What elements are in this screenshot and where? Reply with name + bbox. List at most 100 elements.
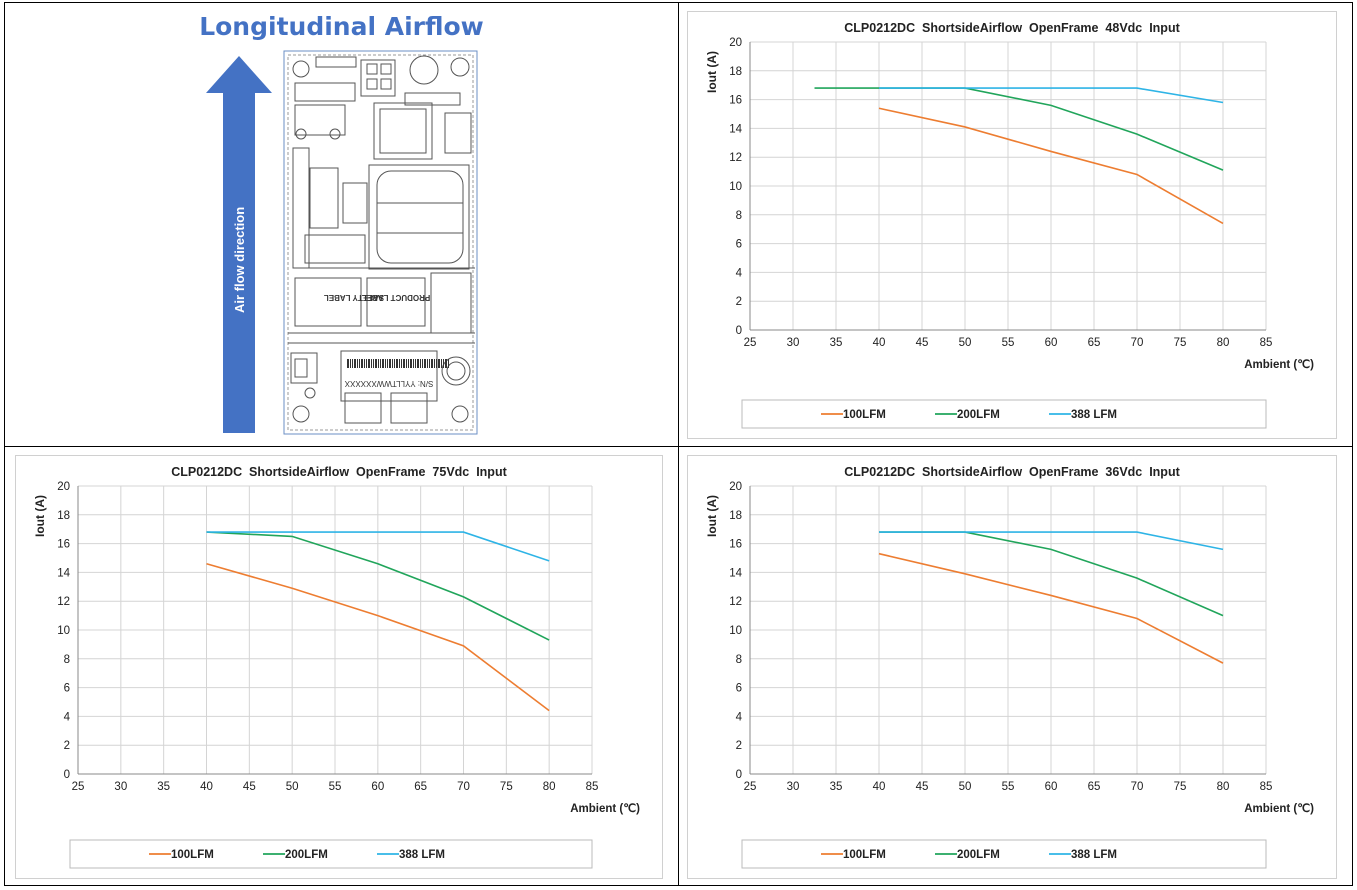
x-tick-label: 85 — [586, 781, 599, 793]
y-tick-label: 18 — [57, 510, 70, 522]
series-line-388lfm — [206, 531, 550, 562]
chart-title: CLP0212DC ShortsideAirflow OpenFrame 75V… — [171, 465, 507, 479]
pcb-board-drawing — [283, 50, 478, 435]
chart-title: CLP0212DC ShortsideAirflow OpenFrame 36V… — [844, 465, 1180, 479]
x-tick-label: 65 — [1088, 781, 1101, 793]
chart-cell-36v: CLP0212DC ShortsideAirflow OpenFrame 36V… — [678, 446, 1353, 886]
y-tick-label: 8 — [64, 654, 70, 666]
x-tick-label: 30 — [787, 337, 800, 349]
x-axis-label: Ambient (℃) — [1244, 358, 1314, 371]
y-tick-label: 4 — [736, 711, 743, 723]
x-tick-label: 75 — [1174, 781, 1187, 793]
x-tick-label: 35 — [830, 781, 843, 793]
barcode-icon — [347, 359, 449, 368]
product-label-text: PRODUCT LABEL — [362, 293, 431, 302]
legend-box — [69, 839, 593, 869]
y-tick-label: 20 — [729, 481, 742, 493]
x-tick-label: 55 — [329, 781, 342, 793]
x-tick-label: 60 — [1045, 337, 1058, 349]
y-axis-label: Iout (A) — [705, 495, 719, 537]
x-axis-label: Ambient (℃) — [570, 802, 640, 815]
x-tick-label: 30 — [114, 781, 127, 793]
y-axis-label: Iout (A) — [705, 51, 719, 93]
figure-grid: Longitudinal Airflow Air flow direction — [4, 2, 1353, 886]
legend-box — [741, 839, 1267, 869]
x-tick-label: 40 — [873, 781, 886, 793]
y-tick-label: 20 — [729, 37, 742, 49]
x-tick-label: 45 — [916, 337, 929, 349]
serial-label-text: S/N: YYLLTWWXXXXXX — [344, 379, 433, 388]
y-tick-label: 6 — [64, 683, 70, 695]
x-tick-label: 65 — [414, 781, 427, 793]
y-tick-label: 8 — [736, 654, 742, 666]
y-tick-label: 10 — [729, 625, 742, 637]
y-tick-label: 2 — [64, 740, 70, 752]
airflow-panel: Longitudinal Airflow Air flow direction — [4, 2, 679, 447]
y-tick-label: 14 — [729, 567, 742, 579]
legend-label: 100LFM — [171, 849, 214, 861]
y-tick-label: 18 — [729, 510, 742, 522]
safety-label-text: SAFETY LABEL — [324, 293, 384, 302]
y-axis-label: Iout (A) — [33, 495, 47, 537]
x-tick-label: 30 — [787, 781, 800, 793]
series-line-100lfm — [878, 107, 1224, 225]
y-tick-label: 4 — [64, 711, 71, 723]
x-tick-label: 70 — [1131, 337, 1144, 349]
legend-label: 388 LFM — [1071, 849, 1117, 861]
x-tick-label: 50 — [286, 781, 299, 793]
y-tick-label: 6 — [736, 683, 742, 695]
series-line-200lfm — [206, 531, 550, 641]
series-line-200lfm — [814, 87, 1224, 171]
x-tick-label: 55 — [1002, 337, 1015, 349]
y-tick-label: 8 — [736, 210, 742, 222]
x-tick-label: 80 — [543, 781, 556, 793]
y-tick-label: 18 — [729, 66, 742, 78]
legend-label: 388 LFM — [399, 849, 445, 861]
chart-frame-36v: CLP0212DC ShortsideAirflow OpenFrame 36V… — [687, 455, 1337, 879]
x-tick-label: 80 — [1217, 781, 1230, 793]
x-tick-label: 75 — [500, 781, 513, 793]
x-tick-label: 45 — [243, 781, 256, 793]
x-tick-label: 60 — [371, 781, 384, 793]
series-line-100lfm — [878, 552, 1224, 664]
y-tick-label: 0 — [736, 769, 742, 781]
series-line-100lfm — [206, 562, 550, 712]
x-tick-label: 40 — [200, 781, 213, 793]
airflow-illustration: Air flow direction — [206, 50, 478, 435]
y-tick-label: 0 — [736, 325, 742, 337]
chart-cell-75v: CLP0212DC ShortsideAirflow OpenFrame 75V… — [4, 446, 679, 886]
y-tick-label: 14 — [729, 123, 742, 135]
pcb-labels: SAFETY LABEL PRODUCT LABEL S/N: YYLLTWWX… — [324, 293, 434, 388]
airflow-title: Longitudinal Airflow — [199, 12, 484, 41]
x-tick-label: 85 — [1260, 337, 1273, 349]
chart-36v: CLP0212DC ShortsideAirflow OpenFrame 36V… — [705, 465, 1314, 869]
y-tick-label: 2 — [736, 740, 742, 752]
y-tick-label: 12 — [729, 152, 742, 164]
x-tick-label: 60 — [1045, 781, 1058, 793]
x-tick-label: 25 — [744, 781, 757, 793]
x-tick-label: 35 — [157, 781, 170, 793]
x-tick-label: 45 — [916, 781, 929, 793]
y-tick-label: 14 — [57, 567, 70, 579]
airflow-arrow-icon — [206, 56, 272, 433]
legend-label: 200LFM — [957, 849, 1000, 861]
x-axis-label: Ambient (℃) — [1244, 802, 1314, 815]
legend-box — [741, 399, 1267, 429]
x-tick-label: 40 — [873, 337, 886, 349]
x-tick-label: 35 — [830, 337, 843, 349]
y-tick-label: 20 — [57, 481, 70, 493]
legend-label: 200LFM — [285, 849, 328, 861]
legend-label: 100LFM — [843, 849, 886, 861]
x-tick-label: 25 — [72, 781, 85, 793]
y-tick-label: 10 — [57, 625, 70, 637]
y-tick-label: 12 — [57, 596, 70, 608]
y-tick-label: 16 — [729, 539, 742, 551]
chart-frame-75v: CLP0212DC ShortsideAirflow OpenFrame 75V… — [15, 455, 663, 879]
airflow-arrow-label: Air flow direction — [232, 207, 247, 313]
series-line-388lfm — [879, 87, 1224, 104]
x-tick-label: 70 — [1131, 781, 1144, 793]
x-tick-label: 55 — [1002, 781, 1015, 793]
x-tick-label: 65 — [1088, 337, 1101, 349]
legend-label: 388 LFM — [1071, 409, 1117, 421]
y-tick-label: 0 — [64, 769, 70, 781]
